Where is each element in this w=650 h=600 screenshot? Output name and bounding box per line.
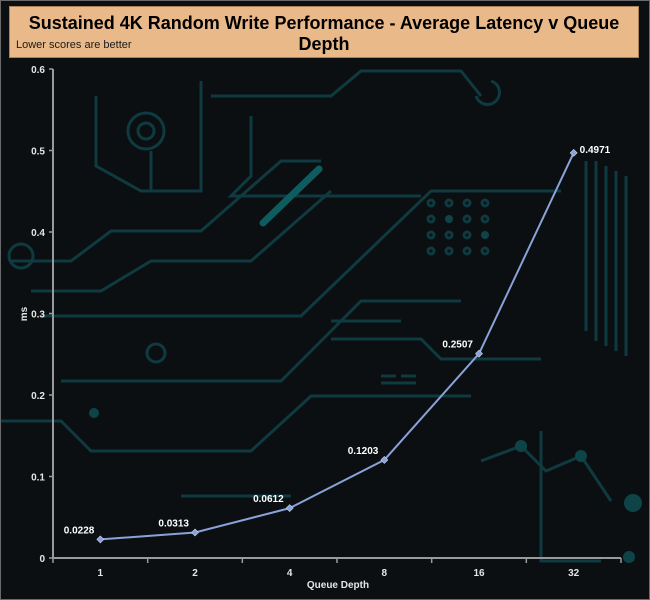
y-tick-label: 0.6 [31,65,45,76]
chart-subtitle: Lower scores are better [16,39,132,51]
x-tick-label: 4 [287,568,293,579]
y-tick-label: 0.3 [31,310,45,321]
data-label: 0.0313 [158,518,189,529]
y-axis-ticks: 0 0.1 0.2 0.3 0.4 0.5 0.6 [31,65,53,565]
y-tick-label: 0.4 [31,228,45,239]
data-point [191,528,199,537]
data-label: 0.2507 [442,340,473,351]
y-tick-label: 0.1 [31,473,45,484]
circuit-background [1,69,642,563]
data-label: 0.0612 [253,494,284,505]
series-line [100,152,575,541]
chart-title: Sustained 4K Random Write Performance - … [28,13,620,54]
x-tick-label: 2 [192,568,198,579]
data-point [569,148,578,157]
x-tick-label: 32 [568,568,580,579]
data-point [96,535,105,544]
data-point [475,349,483,358]
x-tick-label: 16 [473,568,485,579]
x-axis-title: Queue Depth [307,580,369,591]
data-point [380,456,389,464]
y-tick-label: 0.5 [31,147,45,158]
y-tick-label: 0.2 [31,391,45,402]
series-group [96,148,578,544]
x-tick-label: 1 [98,568,104,579]
y-tick-label: 0 [39,554,45,565]
data-labels: 0.0228 0.0313 0.0612 0.1203 0.2507 0.4971 [64,145,611,537]
x-tick-label: 8 [382,568,388,579]
data-label: 0.0228 [64,525,95,536]
y-axis-title: ms [19,306,30,321]
x-axis-ticks: 1 2 4 8 16 32 [52,558,622,579]
data-label: 0.4971 [580,145,611,156]
chart-header: Sustained 4K Random Write Performance - … [9,6,639,58]
data-point [285,504,294,513]
data-label: 0.1203 [348,446,379,457]
